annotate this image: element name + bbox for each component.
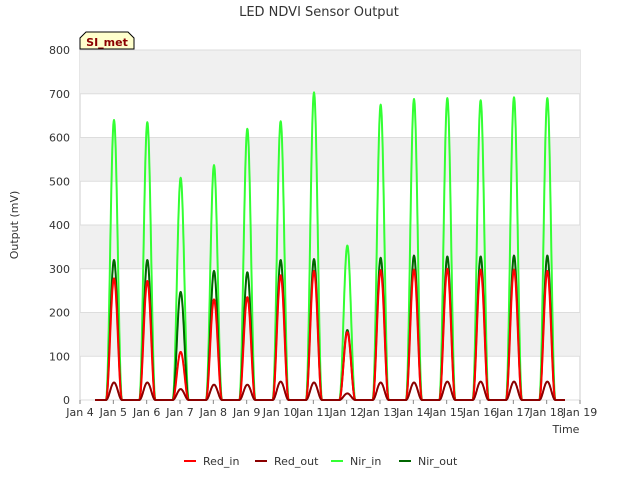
- chart-title: LED NDVI Sensor Output: [239, 5, 399, 20]
- y-axis-label: Output (mV): [8, 191, 21, 260]
- series-line-red-out: [94, 380, 566, 401]
- y-axis-ticks: 0 100 200 300 400 500 600 700 800: [49, 44, 70, 407]
- y-tick-label: 200: [49, 307, 70, 320]
- legend-item: Nir_out: [399, 455, 458, 468]
- site-badge: SI_met: [79, 31, 135, 50]
- grid-band: [80, 225, 580, 269]
- x-tick-label: Jan 12: [328, 406, 363, 419]
- x-axis-ticks: Jan 4 Jan 5 Jan 6 Jan 7 Jan 8 Jan 9 Jan 10Jan …: [65, 400, 597, 419]
- x-tick-label: Jan 18: [528, 406, 563, 419]
- x-tick-label: Jan 17: [495, 406, 530, 419]
- x-tick-label: Jan 8: [199, 406, 227, 419]
- series-lines: [94, 91, 566, 401]
- legend-item: Nir_in: [331, 455, 381, 468]
- grid-bands: [80, 49, 580, 401]
- legend-label: Nir_in: [350, 455, 381, 468]
- x-tick-label: Jan 19: [562, 406, 597, 419]
- legend-label: Red_in: [203, 455, 239, 468]
- x-tick-label: Jan 6: [132, 406, 160, 419]
- y-tick-label: 600: [49, 132, 70, 145]
- badge-label: SI_met: [86, 36, 128, 49]
- legend: Red_in Red_out Nir_in Nir_out: [184, 455, 458, 468]
- x-axis-label: Time: [552, 423, 580, 436]
- x-tick-label: Jan 13: [362, 406, 397, 419]
- x-tick-label: Jan 14: [395, 406, 430, 419]
- badge-shape: [79, 31, 135, 50]
- x-tick-label: Jan 10: [262, 406, 297, 419]
- x-tick-label: Jan 16: [462, 406, 497, 419]
- legend-label: Red_out: [274, 455, 319, 468]
- x-tick-label: Jan 15: [428, 406, 463, 419]
- x-tick-label: Jan 11: [295, 406, 330, 419]
- legend-item: Red_in: [184, 455, 239, 468]
- grid-band: [80, 312, 580, 357]
- y-tick-label: 100: [49, 350, 70, 363]
- x-tick-label: Jan 5: [99, 406, 127, 419]
- x-tick-label: Jan 4: [65, 406, 93, 419]
- x-tick-label: Jan 7: [165, 406, 193, 419]
- y-tick-label: 300: [49, 263, 70, 276]
- y-tick-label: 400: [49, 219, 70, 232]
- x-tick-label: Jan 9: [232, 406, 260, 419]
- y-tick-label: 500: [49, 175, 70, 188]
- grid-band: [80, 50, 580, 94]
- y-tick-label: 800: [49, 44, 70, 57]
- y-tick-label: 700: [49, 88, 70, 101]
- y-tick-label: 0: [63, 394, 70, 407]
- grid-band: [80, 137, 580, 182]
- legend-label: Nir_out: [418, 455, 458, 468]
- legend-item: Red_out: [255, 455, 319, 468]
